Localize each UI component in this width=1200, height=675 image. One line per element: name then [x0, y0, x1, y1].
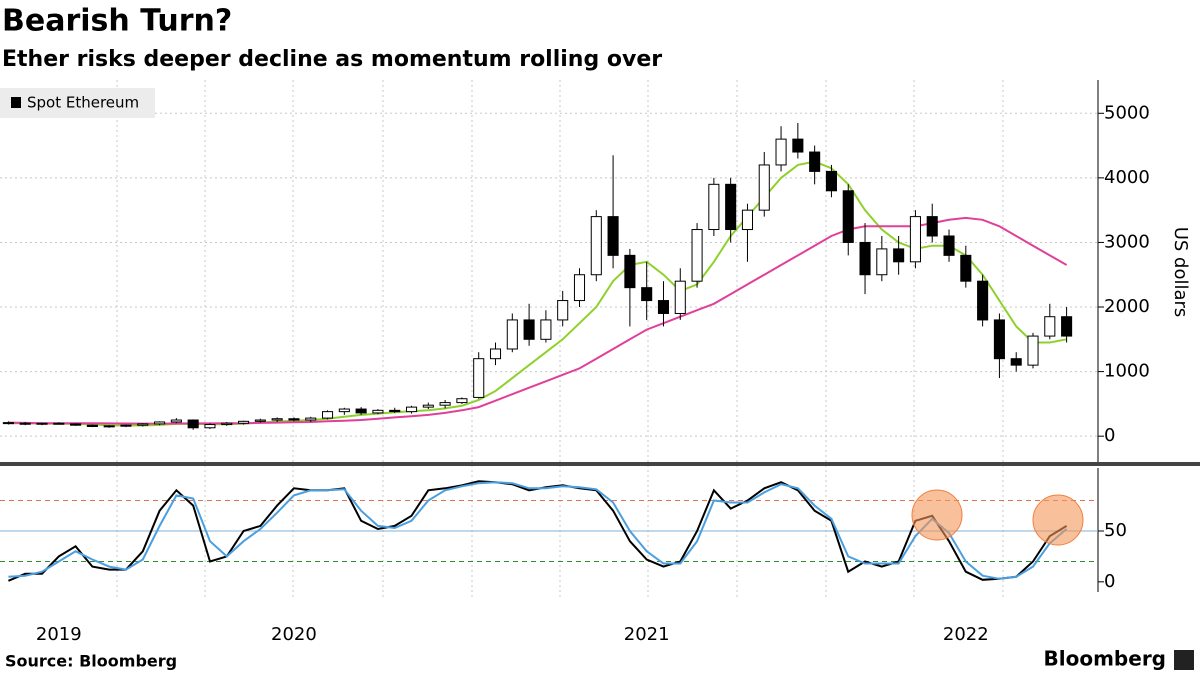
candle-body [523, 319, 535, 340]
candle-body [573, 274, 586, 302]
candle-body [1061, 316, 1073, 337]
panel-separator [0, 462, 1200, 466]
candle-body [439, 402, 451, 406]
highlight-circle [1032, 494, 1084, 546]
candle-body [993, 319, 1005, 360]
highlight-circle [911, 489, 963, 541]
candle-body [355, 408, 367, 414]
candle-body [137, 423, 149, 426]
y-tick-label: 50 [1104, 520, 1127, 541]
chart-title: Bearish Turn? [2, 4, 232, 39]
y-tick-label: 0 [1104, 425, 1115, 446]
candle-body [288, 418, 300, 421]
logo: Bloomberg [1044, 647, 1166, 671]
candle-body [842, 190, 854, 243]
candle-body [405, 406, 418, 413]
candle-body [909, 216, 921, 263]
candle-body [1027, 335, 1039, 366]
candle-body [540, 319, 552, 340]
candle-body [590, 216, 602, 276]
candle-body [2, 422, 14, 425]
candle-body [271, 418, 283, 421]
candle-body [154, 421, 166, 425]
plot-area: 0 1000 2000 3000 4000 5000 2019 2020 2021 2022 0 50 [0, 102, 1150, 645]
y-tick-label: 3000 [1104, 231, 1150, 252]
y-axis-label: US dollars [1170, 227, 1191, 318]
y-tick-label: 2000 [1104, 296, 1150, 317]
candle-body [221, 422, 233, 426]
candle-body [204, 424, 216, 429]
candle-body [825, 170, 837, 192]
candle-body [641, 287, 653, 302]
legend-label: Spot Ethereum [27, 94, 139, 112]
candle-body [338, 408, 350, 413]
candle-body [725, 183, 737, 231]
candle-body [1010, 358, 1022, 366]
candle-body [506, 319, 518, 350]
candle-body [792, 138, 804, 153]
candle-body [657, 300, 670, 314]
legend-swatch [11, 97, 21, 108]
candle-body [741, 209, 753, 231]
candle-body [960, 254, 972, 282]
x-tick-label: 2020 [271, 624, 317, 645]
y-tick-label: 1000 [1104, 361, 1150, 382]
candle-body [943, 235, 955, 256]
moving-average [8, 216, 1068, 425]
candle-body [775, 138, 787, 166]
candle-body [809, 151, 821, 172]
oscillator-line [8, 481, 1068, 580]
x-tick-label: 2022 [943, 624, 989, 645]
candle-body [187, 419, 199, 429]
candle-body [103, 425, 115, 428]
candle-body [120, 424, 132, 427]
x-tick-label: 2021 [624, 624, 670, 645]
vertical-grid [116, 80, 1004, 600]
y-tick-label: 0 [1104, 571, 1115, 592]
x-tick-label: 2019 [36, 624, 82, 645]
candle-body [456, 398, 468, 404]
candle-body [489, 348, 502, 360]
candle-body [607, 216, 619, 256]
candle-body [624, 254, 636, 289]
candle-body [86, 424, 98, 427]
candle-body [876, 248, 888, 276]
candle-body [691, 229, 703, 282]
moving-average [8, 160, 1067, 427]
y-tick-label: 4000 [1104, 167, 1150, 188]
candle-body [53, 422, 65, 425]
candle-body [1044, 316, 1056, 337]
candle-body [758, 164, 770, 211]
candle-body [708, 183, 720, 231]
candle-body [977, 280, 989, 321]
candle-body [170, 419, 182, 423]
candle-body [372, 409, 384, 414]
candle-body [238, 420, 250, 424]
candle-body [70, 423, 82, 426]
candle-body [557, 300, 569, 321]
candle-body [859, 241, 871, 276]
source: Source: Bloomberg [5, 652, 177, 671]
candle-body [893, 248, 905, 263]
logo-icon [1174, 650, 1194, 670]
candle-body [254, 419, 266, 422]
candle-body [926, 216, 938, 237]
candle-body [422, 404, 434, 408]
candle-body [389, 409, 401, 413]
candle-body [473, 358, 485, 398]
candle-body [36, 422, 48, 425]
chart-subtitle: Ether risks deeper decline as momentum r… [2, 47, 662, 72]
legend-box [0, 88, 155, 118]
candle-body [305, 417, 317, 421]
candle-body [19, 422, 31, 425]
candle-body [322, 411, 334, 419]
y-tick-label: 5000 [1104, 102, 1150, 123]
candle-body [674, 280, 686, 314]
